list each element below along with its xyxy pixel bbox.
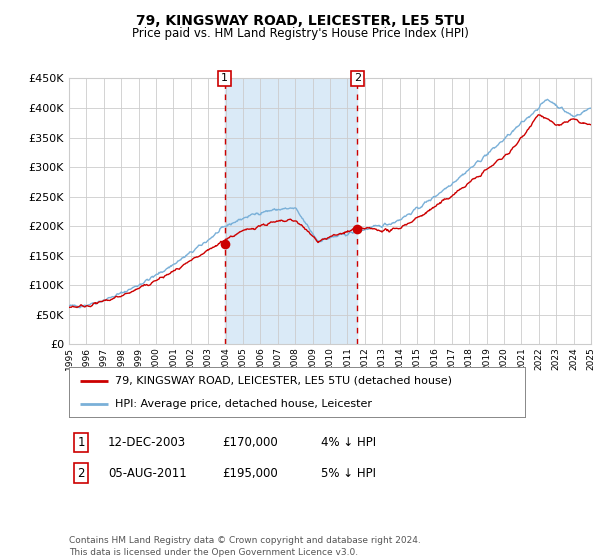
Bar: [225, 78, 358, 344]
Text: £170,000: £170,000: [222, 436, 278, 449]
Text: 5% ↓ HPI: 5% ↓ HPI: [321, 466, 376, 480]
Text: 79, KINGSWAY ROAD, LEICESTER, LE5 5TU (detached house): 79, KINGSWAY ROAD, LEICESTER, LE5 5TU (d…: [115, 376, 452, 386]
Text: 79, KINGSWAY ROAD, LEICESTER, LE5 5TU: 79, KINGSWAY ROAD, LEICESTER, LE5 5TU: [136, 14, 464, 28]
Text: 2: 2: [77, 466, 85, 480]
Text: 05-AUG-2011: 05-AUG-2011: [108, 466, 187, 480]
Text: 1: 1: [221, 73, 228, 83]
Text: Price paid vs. HM Land Registry's House Price Index (HPI): Price paid vs. HM Land Registry's House …: [131, 27, 469, 40]
Text: 12-DEC-2003: 12-DEC-2003: [108, 436, 186, 449]
Text: HPI: Average price, detached house, Leicester: HPI: Average price, detached house, Leic…: [115, 399, 371, 409]
Text: 1: 1: [77, 436, 85, 449]
Text: 4% ↓ HPI: 4% ↓ HPI: [321, 436, 376, 449]
Text: 2: 2: [354, 73, 361, 83]
Text: £195,000: £195,000: [222, 466, 278, 480]
Text: Contains HM Land Registry data © Crown copyright and database right 2024.
This d: Contains HM Land Registry data © Crown c…: [69, 536, 421, 557]
